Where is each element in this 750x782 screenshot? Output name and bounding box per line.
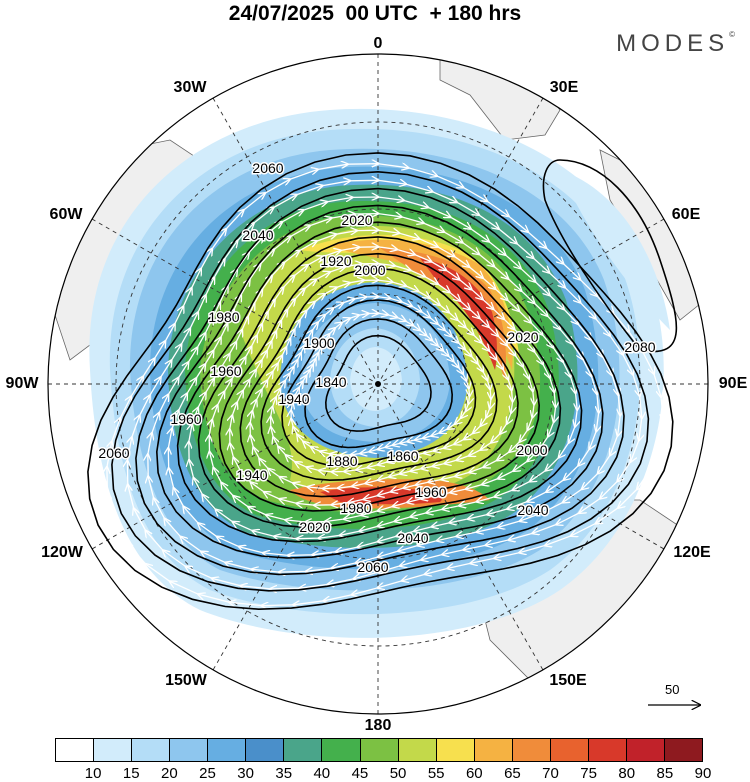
contour-label: 2080	[624, 339, 655, 355]
height-contours	[87, 152, 678, 611]
height-contour-line	[239, 267, 519, 498]
colorbar-label: 70	[542, 765, 559, 782]
contour-label: 2000	[354, 262, 385, 278]
colorbar-swatch	[664, 738, 704, 762]
contour-label: 1940	[278, 391, 309, 407]
height-contour-line	[260, 284, 498, 482]
colorbar-swatch	[321, 738, 360, 762]
colorbar-swatch	[587, 738, 626, 762]
colorbar-label: 40	[313, 765, 331, 782]
colorbar-swatch	[283, 738, 322, 762]
colorbar-swatch	[473, 738, 512, 762]
contour-label: 2060	[357, 559, 388, 575]
colorbar-label: 90	[694, 765, 712, 782]
colorbar	[55, 738, 704, 762]
lon-label-30w: 30W	[173, 79, 207, 96]
lon-label-60e: 60E	[671, 206, 701, 223]
contour-label: 2020	[299, 519, 330, 535]
colorbar-swatch	[207, 738, 246, 762]
lon-label-120w: 120W	[41, 544, 83, 561]
contour-label: 1920	[320, 253, 351, 269]
colorbar-swatch	[359, 738, 398, 762]
colorbar-label: 55	[427, 765, 445, 782]
colorbar-label: 60	[465, 765, 483, 782]
height-contour-line	[111, 170, 650, 592]
colorbar-swatch	[169, 738, 208, 762]
colorbar-label: 20	[161, 765, 178, 782]
colorbar-label: 35	[275, 765, 293, 782]
contour-label: 1940	[236, 467, 267, 483]
colorbar-swatch	[625, 738, 664, 762]
contour-label: 1960	[210, 363, 241, 379]
south-pole-dot	[375, 381, 381, 387]
contour-label: 2060	[98, 445, 129, 461]
colorbar-label: 65	[504, 765, 521, 782]
contour-label: 1960	[170, 411, 201, 427]
map-border	[47, 53, 709, 715]
lon-label-30e: 30E	[549, 79, 579, 96]
contour-label: 1980	[208, 309, 239, 325]
colorbar-swatch	[549, 738, 588, 762]
contour-label: 2000	[516, 442, 547, 458]
lon-label-60w: 60W	[49, 206, 83, 223]
contour-label: 1980	[340, 500, 371, 516]
colorbar-swatch	[55, 738, 94, 762]
contour-label: 2040	[397, 530, 428, 546]
contour-label: 2020	[341, 212, 372, 228]
lon-label-120e: 120E	[673, 544, 711, 561]
brand-mark: ©	[729, 30, 735, 39]
height-contour-line	[197, 236, 562, 529]
streamline-path	[291, 313, 469, 455]
streamlines	[107, 164, 663, 606]
lon-label-150w: 150W	[165, 672, 207, 689]
colorbar-swatch	[397, 738, 436, 762]
colorbar-label: 85	[656, 765, 674, 782]
lon-label-180: 180	[364, 717, 392, 734]
height-contour-line	[135, 187, 625, 576]
height-contour-line	[281, 299, 477, 467]
colorbar-swatch	[245, 738, 284, 762]
contour-label: 1900	[303, 335, 334, 351]
contour-label: 2040	[242, 227, 273, 243]
colorbar-label: 45	[351, 765, 369, 782]
brand-logo: MODES©	[616, 30, 735, 58]
lon-label-0: 0	[373, 35, 383, 52]
colorbar-swatch	[511, 738, 550, 762]
colorbar-label: 25	[199, 765, 216, 782]
colorbar-label: 10	[84, 765, 102, 782]
contour-label: 1860	[387, 448, 418, 464]
lon-label-90e: 90E	[718, 375, 748, 392]
lon-label-90w: 90W	[5, 375, 39, 392]
contour-labels: 2060 2040 2020 2000 1980 1960 1940 1920 1900 1880…	[97, 159, 657, 577]
colorbar-swatch	[93, 738, 132, 762]
colorbar-swatch	[435, 738, 474, 762]
colorbar-swatch	[131, 738, 170, 762]
height-contour-line	[155, 204, 604, 559]
height-contour-line	[324, 334, 432, 432]
contour-label: 1840	[315, 374, 346, 390]
colorbar-label: 50	[389, 765, 407, 782]
height-contour-line	[304, 318, 454, 449]
height-contour-line	[542, 159, 678, 353]
height-contour-line	[176, 221, 583, 543]
height-contour-line	[87, 152, 674, 611]
colorbar-label: 15	[122, 765, 140, 782]
contour-label: 1880	[326, 453, 357, 469]
contour-label: 1960	[415, 484, 446, 500]
contour-label: 2020	[507, 329, 538, 345]
height-contour-line	[218, 252, 541, 512]
colorbar-label: 80	[618, 765, 636, 782]
map-title: 24/07/2025 00 UTC + 180 hrs	[228, 2, 522, 25]
contour-label: 2040	[517, 502, 548, 518]
lon-label-150e: 150E	[549, 672, 587, 689]
colorbar-label: 75	[580, 765, 597, 782]
contour-label: 2060	[252, 160, 283, 176]
brand-name: MODES	[616, 30, 730, 57]
reference-vector-label: 50	[665, 682, 680, 697]
colorbar-label: 30	[237, 765, 254, 782]
